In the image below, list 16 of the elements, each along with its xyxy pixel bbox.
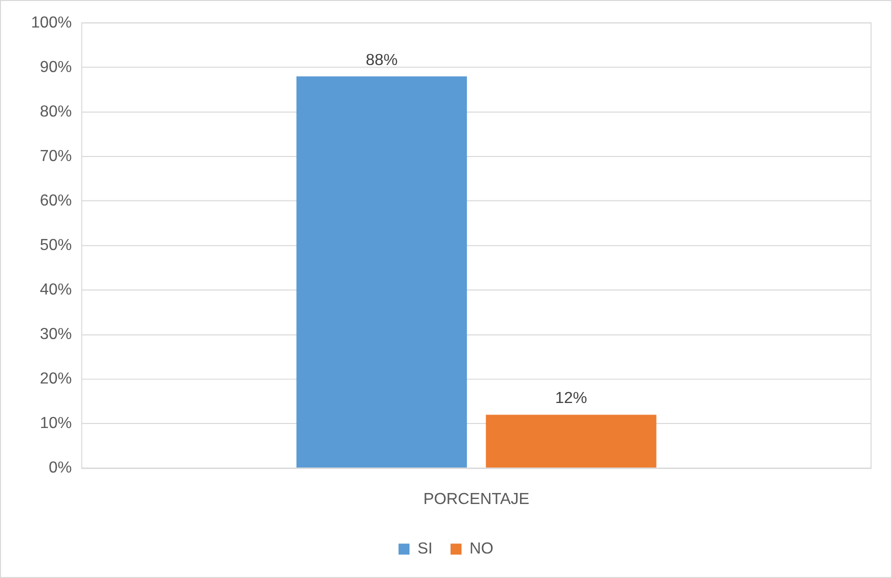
y-tick-label: 10% bbox=[40, 415, 72, 432]
data-label: 88% bbox=[366, 52, 398, 69]
y-tick-label: 60% bbox=[40, 192, 72, 210]
y-tick-label: 70% bbox=[40, 148, 72, 165]
legend-label: SI bbox=[418, 540, 433, 558]
y-tick-label: 50% bbox=[40, 236, 72, 254]
y-tick-label: 20% bbox=[40, 370, 72, 388]
y-tick-label: 0% bbox=[48, 460, 72, 477]
data-label: 12% bbox=[555, 390, 588, 408]
x-tick-label: PORCENTAJE bbox=[423, 491, 530, 508]
y-tick-label: 90% bbox=[40, 58, 72, 76]
y-tick-label: 40% bbox=[40, 281, 72, 298]
y-tick-label: 80% bbox=[40, 103, 72, 120]
legend-label: NO bbox=[470, 540, 494, 558]
y-tick-label: 30% bbox=[40, 326, 72, 343]
y-tick-label: 100% bbox=[30, 14, 72, 32]
